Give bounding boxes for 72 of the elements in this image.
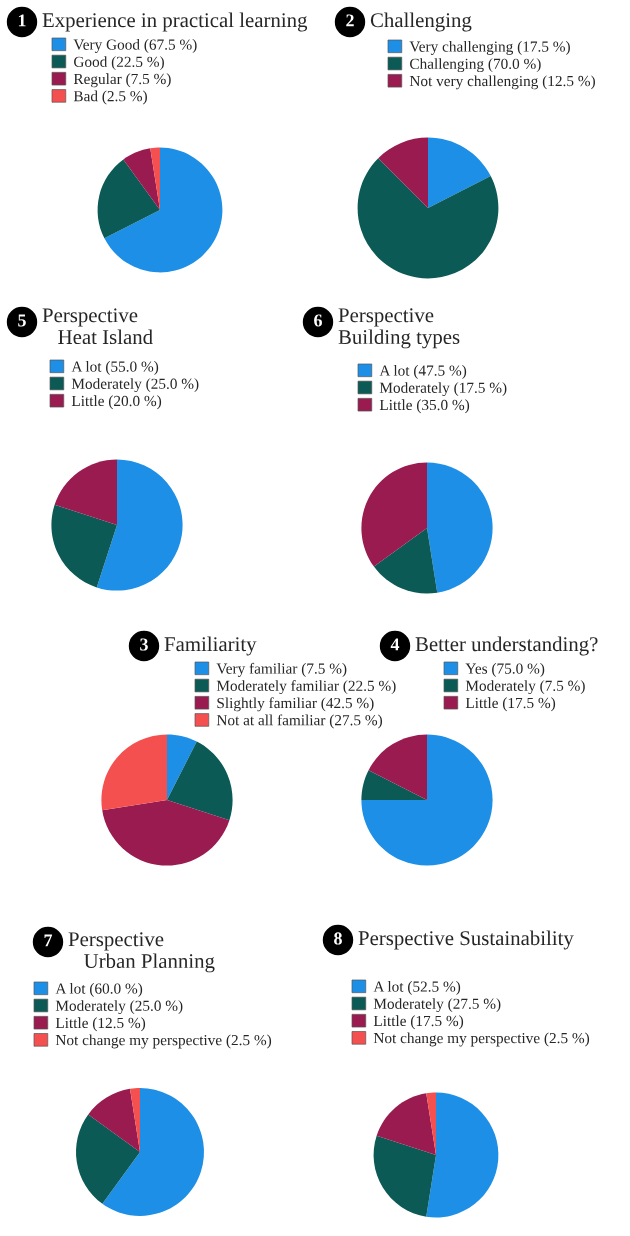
pie-slice <box>76 1114 140 1204</box>
legend-label: Yes (75.0 %) <box>465 663 545 677</box>
legend-label: Very challenging (17.5 %) <box>409 41 570 55</box>
text: 3 <box>140 638 148 651</box>
pie-slice <box>51 504 117 588</box>
pie-slice <box>96 459 183 591</box>
pie-slice <box>97 159 160 239</box>
pie-slice <box>54 459 117 525</box>
legend-label: Moderately (25.0 %) <box>55 1000 183 1015</box>
pie-slice <box>376 1093 436 1155</box>
text: 5 <box>18 314 26 327</box>
pie-slice <box>167 741 233 821</box>
pie-slice <box>428 137 491 208</box>
legend-label: Little (17.5 %) <box>373 1015 464 1030</box>
legend-label: Good (22.5 %) <box>74 56 164 71</box>
chart-title: Experience in practical learning <box>42 12 308 32</box>
legend-label: Moderately (27.5 %) <box>373 998 501 1013</box>
legend-label: Very familiar (7.5 %) <box>216 662 347 677</box>
text: 2 <box>346 14 354 27</box>
legend-label: Little (17.5 %) <box>465 697 556 712</box>
legend-label: Moderately (25.0 %) <box>71 378 199 393</box>
pie-slice <box>361 770 427 800</box>
chart-title: Perspective Sustainability <box>358 930 574 950</box>
pie-slice <box>426 1092 436 1155</box>
text: 8 <box>334 932 342 945</box>
legend-label: Not change my perspective (2.5 %) <box>373 1032 590 1047</box>
legend-label: Regular (7.5 %) <box>73 73 171 88</box>
pie-slice <box>101 734 167 811</box>
legend-label: Little (20.0 %) <box>71 395 162 410</box>
legend-label: Bad (2.5 %) <box>73 90 147 105</box>
legend-label: Slightly familiar (42.5 %) <box>217 697 374 712</box>
text: 1 <box>18 14 26 27</box>
legend-label: A lot (47.5 %) <box>379 365 467 379</box>
legend-label: Little (35.0 %) <box>379 399 470 414</box>
chart-title: Perspective Heat Island <box>42 308 153 345</box>
pie-slice <box>357 158 499 279</box>
pie-slice <box>361 734 493 866</box>
pie-slice <box>129 1088 140 1152</box>
pie-slice <box>123 148 160 210</box>
pie-slice <box>102 1088 204 1216</box>
chart-title: Familiarity <box>164 636 257 656</box>
pie-slice <box>361 462 427 567</box>
text: 6 <box>314 314 322 327</box>
legend-label: Moderately familiar (22.5 %) <box>216 680 396 695</box>
legend-label: A lot (55.0 %) <box>71 361 159 375</box>
legend-label: A lot (52.5 %) <box>373 981 461 995</box>
text: 4 <box>390 638 400 651</box>
pie-slice <box>88 1088 140 1152</box>
pie-slice <box>104 147 223 273</box>
legend-label: Moderately (17.5 %) <box>379 382 507 397</box>
legend-label: Very Good (67.5 %) <box>73 39 197 53</box>
chart-title: Better understanding? <box>415 636 598 656</box>
legend-label: Not change my perspective (2.5 %) <box>55 1034 272 1049</box>
pie-slice <box>373 1135 436 1217</box>
pie-slice <box>378 137 428 208</box>
pie-slice <box>167 734 197 800</box>
pie-slice <box>150 147 160 210</box>
legend-label: A lot (60.0 %) <box>55 983 143 997</box>
pie-slice <box>373 528 438 594</box>
pie-slice <box>426 1092 499 1218</box>
text: 7 <box>44 934 53 947</box>
legend-label: Not very challenging (12.5 %) <box>409 75 595 90</box>
pie-slice <box>427 462 493 593</box>
legend-label: Little (12.5 %) <box>55 1017 146 1032</box>
legend-label: Moderately (7.5 %) <box>465 680 585 695</box>
chart-title: Challenging <box>370 12 472 32</box>
legend-label: Challenging (70.0 %) <box>410 58 541 73</box>
chart-title: Perspective Building types <box>338 308 460 349</box>
legend-label: Not at all familiar (27.5 %) <box>216 714 383 729</box>
pie-slice <box>368 734 427 800</box>
pie-slice <box>102 800 230 866</box>
chart-title: Perspective Urban Planning <box>68 932 215 973</box>
